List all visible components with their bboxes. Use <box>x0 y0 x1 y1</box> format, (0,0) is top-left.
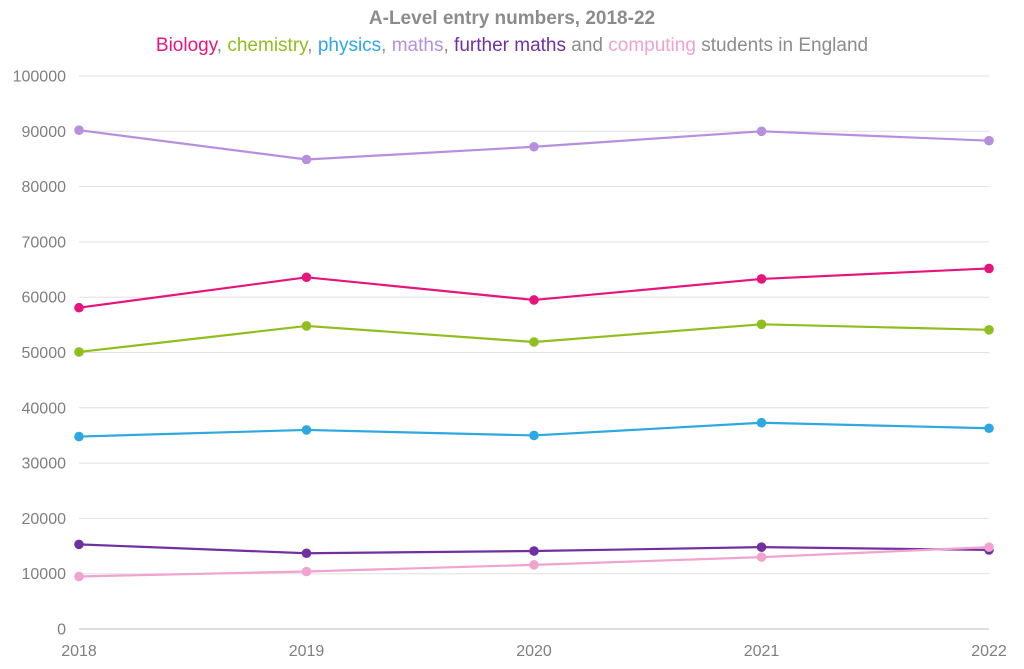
y-tick-label: 0 <box>57 622 66 639</box>
subtitle-part: , <box>216 35 228 56</box>
data-point-computing <box>74 571 84 582</box>
data-point-physics <box>301 425 312 435</box>
subtitle-part: and <box>565 35 609 56</box>
y-tick-label: 20000 <box>22 511 67 528</box>
data-point-further-maths <box>301 548 312 559</box>
x-tick-label: 2019 <box>289 643 325 660</box>
x-tick-label: 2018 <box>61 643 97 660</box>
data-point-physics <box>984 423 994 434</box>
data-point-chemistry <box>301 321 312 331</box>
y-tick-label: 30000 <box>22 456 67 473</box>
x-tick-label: 2022 <box>971 643 1007 660</box>
chart-subtitle: Biology, chemistry, physics, maths, furt… <box>0 35 1024 57</box>
data-point-biology <box>301 272 312 283</box>
data-point-biology <box>984 263 994 274</box>
data-point-further-maths <box>756 542 767 552</box>
data-point-maths <box>301 154 312 165</box>
data-point-chemistry <box>529 337 539 347</box>
y-tick-label: 80000 <box>22 179 67 196</box>
data-point-computing <box>529 560 539 570</box>
y-tick-label: 90000 <box>22 124 67 141</box>
subtitle-part: computing <box>608 35 696 56</box>
subtitle-part: maths <box>391 35 444 56</box>
subtitle-part: further maths <box>454 35 566 56</box>
data-point-maths <box>984 135 994 146</box>
subtitle-part: , <box>307 35 318 56</box>
subtitle-part: Biology <box>155 35 217 56</box>
data-point-computing <box>756 552 767 562</box>
y-tick-label: 50000 <box>22 345 67 362</box>
data-point-physics <box>74 431 84 442</box>
subtitle-part: chemistry <box>227 35 308 56</box>
chart-title: A-Level entry numbers, 2018-22 <box>368 8 656 29</box>
y-tick-label: 40000 <box>22 400 67 417</box>
data-point-physics <box>756 417 767 428</box>
subtitle-part: students in England <box>695 35 869 56</box>
data-point-physics <box>529 430 539 441</box>
data-point-maths <box>529 141 539 152</box>
subtitle-part: , <box>443 35 455 56</box>
x-tick-label: 2021 <box>744 643 780 660</box>
subtitle-part: , <box>381 35 392 56</box>
data-point-further-maths <box>74 539 84 550</box>
data-point-chemistry <box>74 347 84 357</box>
data-point-further-maths <box>529 546 539 556</box>
y-tick-label: 100000 <box>13 69 66 86</box>
data-point-maths <box>756 126 767 137</box>
y-tick-label: 70000 <box>22 234 67 251</box>
y-tick-label: 60000 <box>22 290 67 307</box>
data-point-biology <box>529 295 539 305</box>
data-point-computing <box>301 566 312 577</box>
subtitle-part: physics <box>317 35 382 56</box>
x-tick-label: 2020 <box>516 643 552 660</box>
y-tick-label: 10000 <box>22 566 67 583</box>
data-point-chemistry <box>984 325 994 335</box>
data-point-biology <box>756 274 767 284</box>
data-point-biology <box>74 302 84 313</box>
data-point-chemistry <box>756 319 767 330</box>
data-point-maths <box>74 125 84 135</box>
data-point-computing <box>984 542 994 552</box>
